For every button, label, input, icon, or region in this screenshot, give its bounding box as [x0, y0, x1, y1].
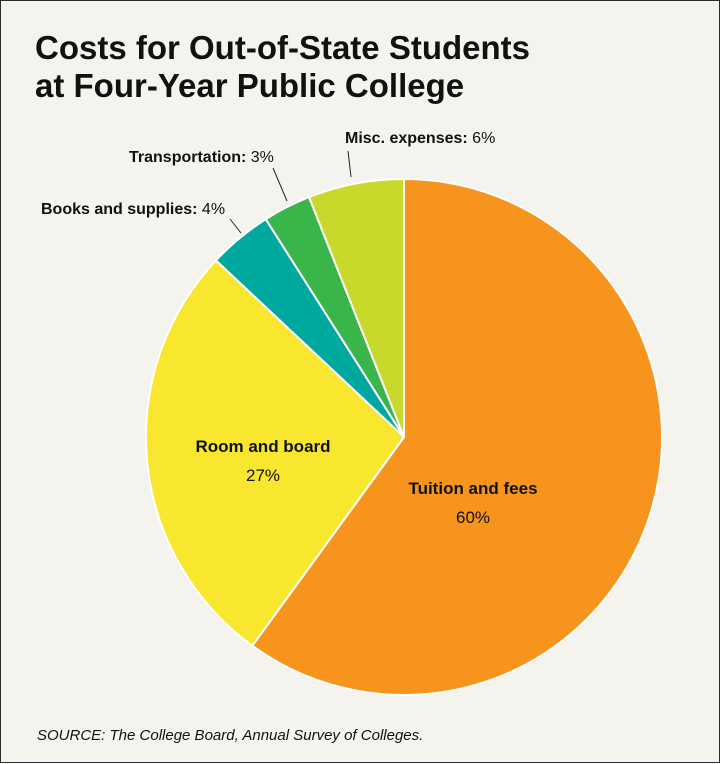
leader-lines — [229, 150, 352, 234]
slice-value-books-and-supplies: 4% — [202, 201, 225, 218]
leader-line-misc-expenses — [347, 150, 352, 178]
slice-value-tuition-and-fees: 60% — [456, 508, 490, 527]
source-note: SOURCE: The College Board, Annual Survey… — [37, 727, 424, 744]
slice-labels: Tuition and fees 60% Room and board 27% Book… — [41, 130, 538, 527]
slice-label-misc-expenses: Misc. expenses: 6% — [345, 130, 495, 147]
leader-line-books-and-supplies — [229, 218, 242, 234]
slice-value-room-and-board: 27% — [246, 466, 280, 485]
pie-slices — [145, 177, 663, 696]
slice-label-transportation: Transportation: 3% — [129, 149, 274, 166]
pie-slice-tuition-and-fees — [250, 177, 663, 696]
pie-slice-room-and-board — [145, 258, 406, 648]
slice-label-tuition-and-fees: Tuition and fees — [408, 479, 537, 498]
pie-slice-misc-expenses — [307, 177, 405, 438]
slice-label-room-and-board: Room and board — [195, 437, 330, 456]
chart-title: Costs for Out-of-State Students at Four-… — [35, 29, 530, 104]
leader-line-transportation — [272, 167, 288, 202]
slice-value-transportation: 3% — [251, 149, 274, 166]
slice-value-misc-expenses: 6% — [472, 130, 495, 147]
slice-label-books-and-supplies: Books and supplies: 4% — [41, 201, 225, 218]
